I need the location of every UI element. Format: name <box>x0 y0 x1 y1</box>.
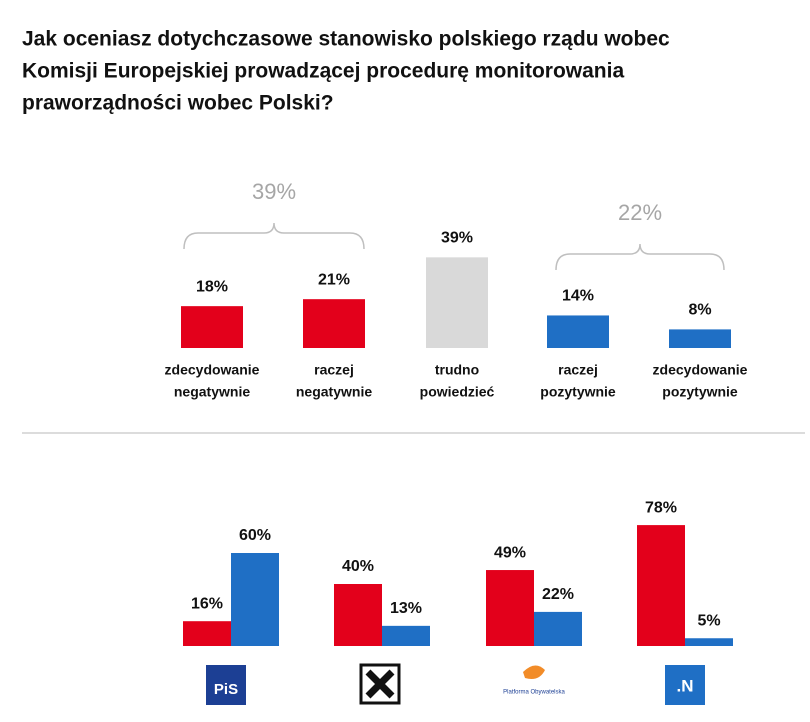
category-label: negatywnie <box>296 384 372 400</box>
bar <box>669 329 731 348</box>
bar <box>303 299 365 348</box>
category-label: trudno <box>435 362 479 378</box>
logo-po: Platforma Obywatelska <box>503 665 566 696</box>
value-label: 39% <box>441 230 473 247</box>
bar <box>231 553 279 646</box>
category-label: pozytywnie <box>540 384 616 400</box>
bar <box>637 525 685 646</box>
logo-pis: PiS <box>206 665 246 705</box>
bar <box>334 584 382 646</box>
value-label: 21% <box>318 271 350 288</box>
bar <box>534 611 582 646</box>
bar <box>426 257 488 348</box>
logo-label: Platforma Obywatelska <box>503 690 565 696</box>
value-label: 14% <box>562 288 594 305</box>
value-label: 22% <box>542 586 574 603</box>
value-label: 40% <box>342 558 374 575</box>
chart-title: Komisji Europejskiej prowadzącej procedu… <box>22 60 624 83</box>
category-label: pozytywnie <box>662 384 738 400</box>
value-label: 8% <box>688 302 711 319</box>
value-label: 60% <box>239 527 271 544</box>
logo-label: .N <box>677 676 694 695</box>
category-label: negatywnie <box>174 384 250 400</box>
bracket <box>555 243 725 271</box>
category-label: raczej <box>314 362 354 378</box>
bracket-label: 22% <box>618 200 662 225</box>
category-label: zdecydowanie <box>165 362 260 378</box>
logo-label: PiS <box>214 681 238 698</box>
bar <box>382 625 430 646</box>
chart-title: praworządności wobec Polski? <box>22 92 334 115</box>
logo-kukiz <box>359 663 401 705</box>
category-label: zdecydowanie <box>653 362 748 378</box>
value-label: 49% <box>494 544 526 561</box>
bracket-label: 39% <box>252 179 296 204</box>
value-label: 78% <box>645 499 677 516</box>
value-label: 16% <box>191 595 223 612</box>
value-label: 18% <box>196 278 228 295</box>
bar <box>486 570 534 646</box>
value-label: 13% <box>390 600 422 617</box>
chart-title: Jak oceniasz dotychczasowe stanowisko po… <box>22 28 670 51</box>
value-label: 5% <box>697 612 720 629</box>
category-label: raczej <box>558 362 598 378</box>
bar <box>181 306 243 348</box>
bar <box>547 315 609 348</box>
bracket <box>183 222 365 250</box>
logo-n: .N <box>665 665 705 705</box>
bar <box>183 621 231 646</box>
bar <box>685 638 733 646</box>
category-label: powiedzieć <box>420 384 495 400</box>
